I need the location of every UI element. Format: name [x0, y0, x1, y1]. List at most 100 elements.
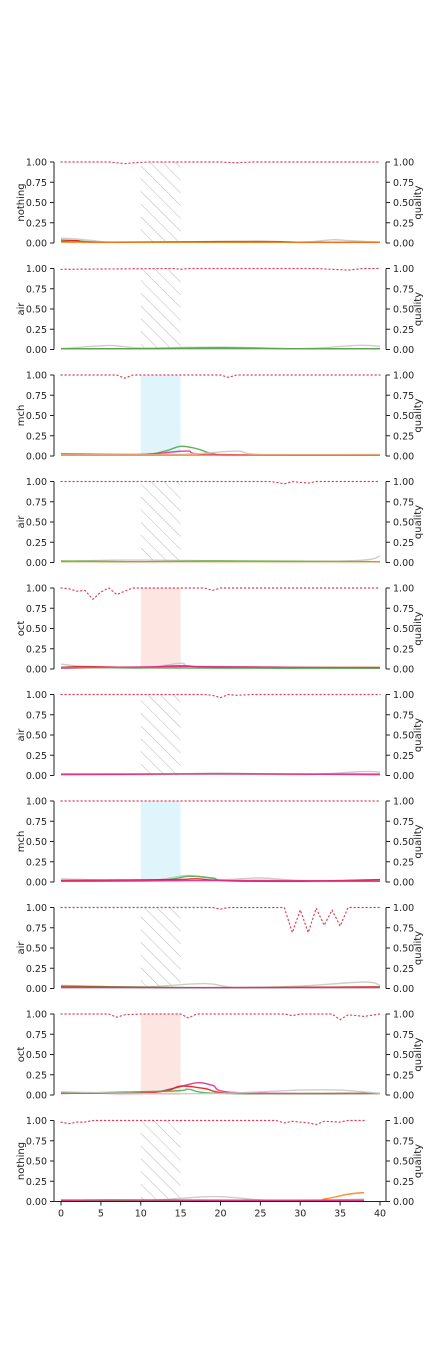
- x-tick-label: 25: [254, 1209, 266, 1220]
- quality-ylabel: quality: [413, 505, 424, 539]
- panel-4: 0.00 0.00 0.25 0.25 0.50 0.50 0.75 0.75 1.00 1.00…: [16, 477, 424, 569]
- x-tick-label: 15: [175, 1209, 187, 1220]
- y-tick-label-right: 1.00: [393, 690, 414, 701]
- y-tick-label: 0.25: [26, 1177, 47, 1188]
- y-tick-label: 0.50: [26, 518, 47, 529]
- y-tick-label: 1.00: [26, 584, 47, 595]
- y-tick-label: 0.50: [26, 944, 47, 955]
- y-tick-label-right: 0.25: [393, 964, 414, 975]
- y-tick-label-right: 0.50: [393, 731, 414, 742]
- quality-line: [60, 374, 381, 379]
- y-tick-label: 0.00: [26, 239, 47, 250]
- y-tick-label-right: 0.50: [393, 518, 414, 529]
- quality-ylabel: quality: [413, 1037, 424, 1071]
- y-tick-label-right: 1.00: [393, 158, 414, 169]
- y-tick-label-right: 1.00: [393, 477, 414, 488]
- panel-6: 0.00 0.00 0.25 0.25 0.50 0.50 0.75 0.75 1.00 1.00…: [16, 690, 424, 782]
- y-tick-label: 1.00: [26, 903, 47, 914]
- trace-4: [60, 666, 381, 669]
- stimulus-window-air: [140, 907, 181, 989]
- y-tick-label: 0.50: [26, 837, 47, 848]
- quality-line: [60, 161, 381, 165]
- quality-ylabel: quality: [413, 292, 424, 326]
- y-tick-label: 1.00: [26, 1010, 47, 1021]
- y-tick-label: 0.75: [26, 1030, 47, 1041]
- trace-4: [60, 879, 381, 882]
- x-tick-label: 35: [334, 1209, 346, 1220]
- y-tick-label: 1.00: [26, 797, 47, 808]
- y-tick-label-right: 0.75: [393, 923, 414, 934]
- y-tick-label: 0.25: [26, 1070, 47, 1081]
- y-tick-label-right: 0.75: [393, 604, 414, 615]
- y-tick-label: 1.00: [26, 477, 47, 488]
- stimulus-window-mch: [140, 375, 181, 456]
- quality-ylabel: quality: [413, 398, 424, 432]
- y-tick-label-right: 0.50: [393, 837, 414, 848]
- quality-line: [60, 1119, 365, 1126]
- panel-3: 0.00 0.00 0.25 0.25 0.50 0.50 0.75 0.75 1.00 1.00…: [16, 371, 424, 463]
- quality-line: [60, 267, 381, 271]
- y-tick-label-right: 0.25: [393, 325, 414, 336]
- y-tick-label-right: 0.00: [393, 1091, 414, 1102]
- y-tick-label-right: 0.25: [393, 431, 414, 442]
- quality-ylabel: quality: [413, 1144, 424, 1178]
- y-tick-label-right: 1.00: [393, 903, 414, 914]
- panel-ylabel: nothing: [16, 183, 27, 221]
- y-tick-label: 0.00: [26, 984, 47, 995]
- panel-10: 0.00 0.00 0.25 0.25 0.50 0.50 0.75 0.75 1.00 1.00…: [16, 1116, 424, 1220]
- y-tick-label: 0.75: [26, 604, 47, 615]
- y-tick-label-right: 1.00: [393, 584, 414, 595]
- y-tick-label-right: 0.25: [393, 538, 414, 549]
- y-tick-label-right: 0.75: [393, 178, 414, 189]
- quality-ylabel: quality: [413, 185, 424, 219]
- y-tick-label-right: 0.25: [393, 218, 414, 229]
- y-tick-label: 0.00: [26, 345, 47, 356]
- y-tick-label: 0.25: [26, 644, 47, 655]
- y-tick-label: 0.75: [26, 391, 47, 402]
- y-tick-label: 0.50: [26, 411, 47, 422]
- y-tick-label-right: 0.25: [393, 857, 414, 868]
- y-tick-label: 0.75: [26, 817, 47, 828]
- panel-7: 0.00 0.00 0.25 0.25 0.50 0.50 0.75 0.75 1.00 1.00…: [16, 797, 424, 889]
- panel-ylabel: oct: [16, 1047, 27, 1063]
- quality-ylabel: quality: [413, 931, 424, 965]
- y-tick-label: 0.00: [26, 452, 47, 463]
- x-tick-label: 20: [214, 1209, 226, 1220]
- y-tick-label: 0.25: [26, 325, 47, 336]
- stimulus-window-air: [140, 268, 181, 350]
- x-tick-label: 30: [294, 1209, 306, 1220]
- y-tick-label: 1.00: [26, 264, 47, 275]
- y-tick-label-right: 0.00: [393, 771, 414, 782]
- y-tick-label: 0.00: [26, 771, 47, 782]
- stimulus-window-air: [140, 162, 181, 243]
- y-tick-label-right: 0.75: [393, 391, 414, 402]
- y-tick-label: 0.25: [26, 218, 47, 229]
- y-tick-label: 1.00: [26, 371, 47, 382]
- y-tick-label: 0.75: [26, 710, 47, 721]
- panel-1: 0.00 0.00 0.25 0.25 0.50 0.50 0.75 0.75 1.00 1.00…: [16, 158, 424, 250]
- y-tick-label-right: 0.50: [393, 411, 414, 422]
- stimulus-window-air: [140, 481, 181, 563]
- quality-ylabel: quality: [413, 611, 424, 645]
- y-tick-label-right: 1.00: [393, 1010, 414, 1021]
- y-tick-label: 0.25: [26, 857, 47, 868]
- y-tick-label: 1.00: [26, 158, 47, 169]
- y-tick-label-right: 0.00: [393, 345, 414, 356]
- y-tick-label-right: 0.00: [393, 665, 414, 676]
- y-tick-label: 0.25: [26, 431, 47, 442]
- y-tick-label: 0.50: [26, 731, 47, 742]
- y-tick-label: 0.00: [26, 558, 47, 569]
- y-tick-label-right: 0.75: [393, 710, 414, 721]
- quality-ylabel: quality: [413, 824, 424, 858]
- panel-5: 0.00 0.00 0.25 0.25 0.50 0.50 0.75 0.75 1.00 1.00…: [16, 584, 424, 676]
- x-tick-label: 10: [135, 1209, 147, 1220]
- panel-ylabel: air: [16, 515, 27, 529]
- y-tick-label-right: 0.75: [393, 1030, 414, 1041]
- stimulus-window-oct: [140, 1014, 181, 1095]
- panel-ylabel: nothing: [16, 1142, 27, 1180]
- panels: 0.00 0.00 0.25 0.25 0.50 0.50 0.75 0.75 1.00 1.00…: [16, 158, 424, 1220]
- y-tick-label: 0.50: [26, 198, 47, 209]
- y-tick-label-right: 0.25: [393, 751, 414, 762]
- y-tick-label-right: 0.50: [393, 1157, 414, 1168]
- stimulus-window-oct: [140, 588, 181, 669]
